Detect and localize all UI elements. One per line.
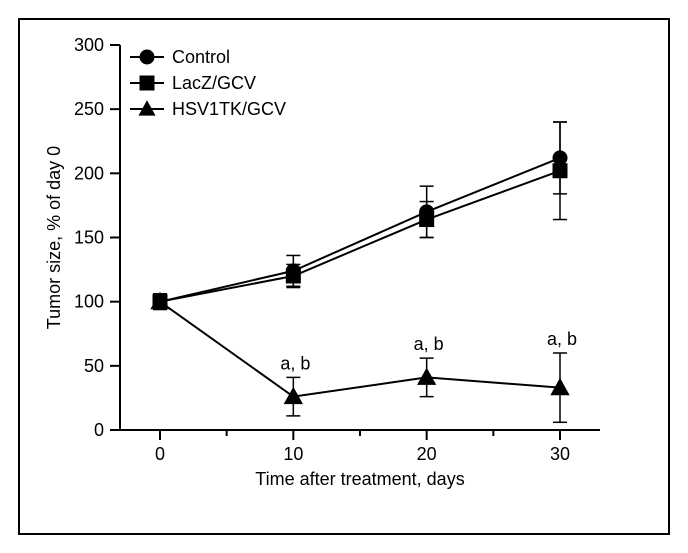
- y-tick-label: 300: [74, 35, 104, 55]
- y-tick-label: 50: [84, 356, 104, 376]
- legend-label: Control: [172, 47, 230, 67]
- data-annotation: a, b: [414, 334, 444, 354]
- data-annotation: a, b: [547, 329, 577, 349]
- y-tick-label: 150: [74, 228, 104, 248]
- legend-marker: [140, 50, 154, 64]
- y-tick-label: 0: [94, 420, 104, 440]
- chart-frame: 0 50 100 150 200 250 300 0 10 20 30 Time after trea…: [0, 0, 688, 553]
- series-line: [160, 171, 560, 302]
- x-tick-label: 30: [550, 444, 570, 464]
- x-tick-label: 0: [155, 444, 165, 464]
- legend-label: LacZ/GCV: [172, 73, 256, 93]
- data-marker: [420, 213, 434, 227]
- series-line: [160, 302, 560, 397]
- chart-outer-border: 0 50 100 150 200 250 300 0 10 20 30 Time after trea…: [18, 18, 670, 535]
- data-annotation: a, b: [280, 353, 310, 373]
- y-axis-label: Tumor size, % of day 0: [44, 146, 64, 329]
- y-tick-label: 250: [74, 99, 104, 119]
- x-tick-label: 10: [283, 444, 303, 464]
- legend-label: HSV1TK/GCV: [172, 99, 286, 119]
- y-tick-label: 200: [74, 163, 104, 183]
- data-marker: [553, 164, 567, 178]
- y-tick-label: 100: [74, 292, 104, 312]
- chart-svg: 0 50 100 150 200 250 300 0 10 20 30 Time after trea…: [20, 20, 668, 533]
- data-marker: [418, 369, 436, 385]
- series-line: [160, 158, 560, 302]
- x-axis-label: Time after treatment, days: [255, 469, 464, 489]
- legend-marker: [140, 76, 154, 90]
- data-marker: [286, 269, 300, 283]
- x-tick-label: 20: [417, 444, 437, 464]
